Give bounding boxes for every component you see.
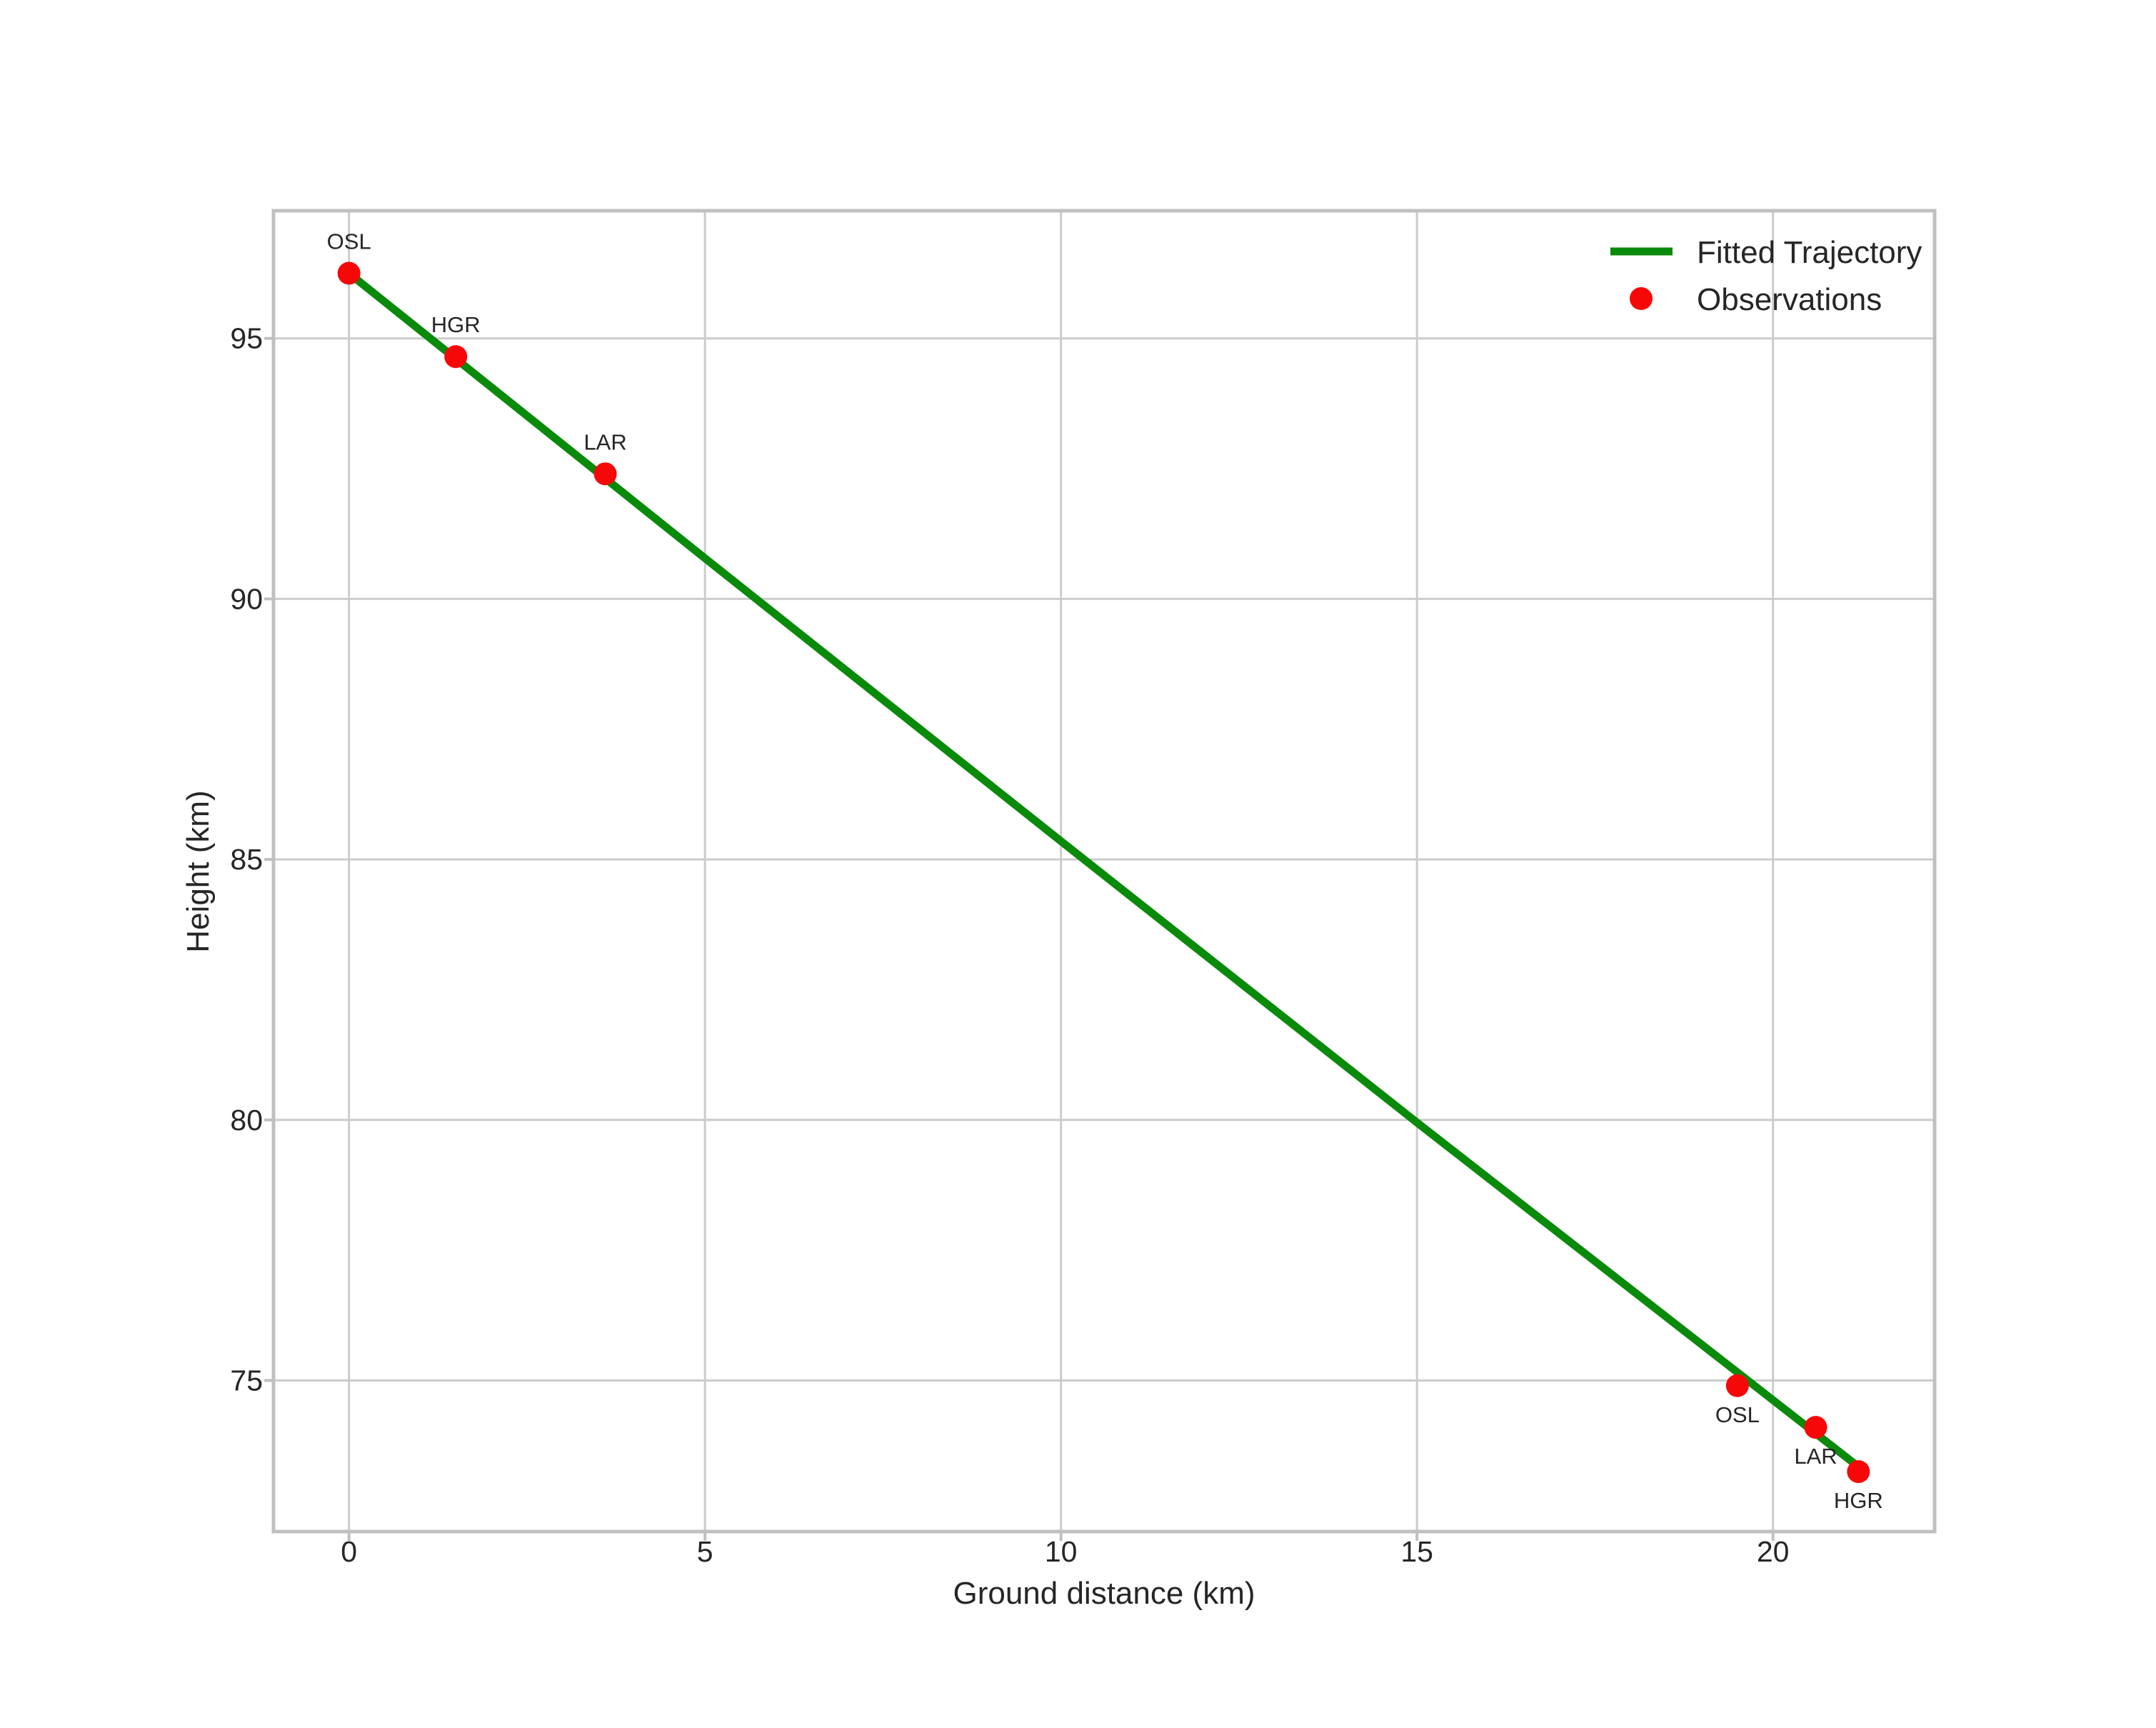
observation-point	[593, 462, 617, 486]
observation-point	[1847, 1460, 1870, 1484]
legend-label-observations: Observations	[1697, 282, 1882, 317]
observation-point	[337, 261, 361, 285]
y-tick-label: 95	[230, 322, 263, 355]
x-tick-label: 10	[1045, 1535, 1078, 1568]
station-label: HGR	[1834, 1488, 1883, 1513]
station-label: HGR	[431, 312, 481, 337]
observation-point	[444, 345, 468, 369]
observation-point	[1725, 1374, 1749, 1397]
y-tick-label: 75	[230, 1364, 263, 1397]
station-label: LAR	[583, 429, 626, 454]
station-label: OSL	[327, 229, 371, 254]
y-tick-label: 80	[230, 1104, 263, 1137]
y-axis-label: Height (km)	[181, 790, 216, 952]
observation-point	[1804, 1416, 1827, 1439]
gridlines	[264, 211, 1935, 1541]
x-tick-label: 0	[341, 1535, 357, 1568]
y-tick-label: 85	[230, 843, 263, 876]
station-label: OSL	[1715, 1402, 1760, 1427]
fitted-trajectory-line	[345, 269, 1867, 1475]
x-tick-label: 15	[1400, 1535, 1433, 1568]
data-series	[337, 261, 1870, 1484]
legend-marker-sample-icon	[1630, 287, 1653, 310]
station-label: LAR	[1794, 1444, 1837, 1469]
plot-border	[271, 209, 1937, 1534]
tick-labels: 0 5 10 15 20 75 80 85 90 95	[230, 322, 1789, 1568]
legend-label-fitted-trajectory: Fitted Trajectory	[1697, 235, 1922, 270]
legend: Fitted Trajectory Observations	[1610, 235, 1922, 317]
x-axis-label: Ground distance (km)	[953, 1576, 1255, 1611]
station-annotations: OSL HGR LAR OSL LAR HGR	[327, 229, 1883, 1514]
x-tick-label: 5	[697, 1535, 713, 1568]
y-tick-label: 90	[230, 582, 263, 615]
x-tick-label: 20	[1757, 1535, 1790, 1568]
